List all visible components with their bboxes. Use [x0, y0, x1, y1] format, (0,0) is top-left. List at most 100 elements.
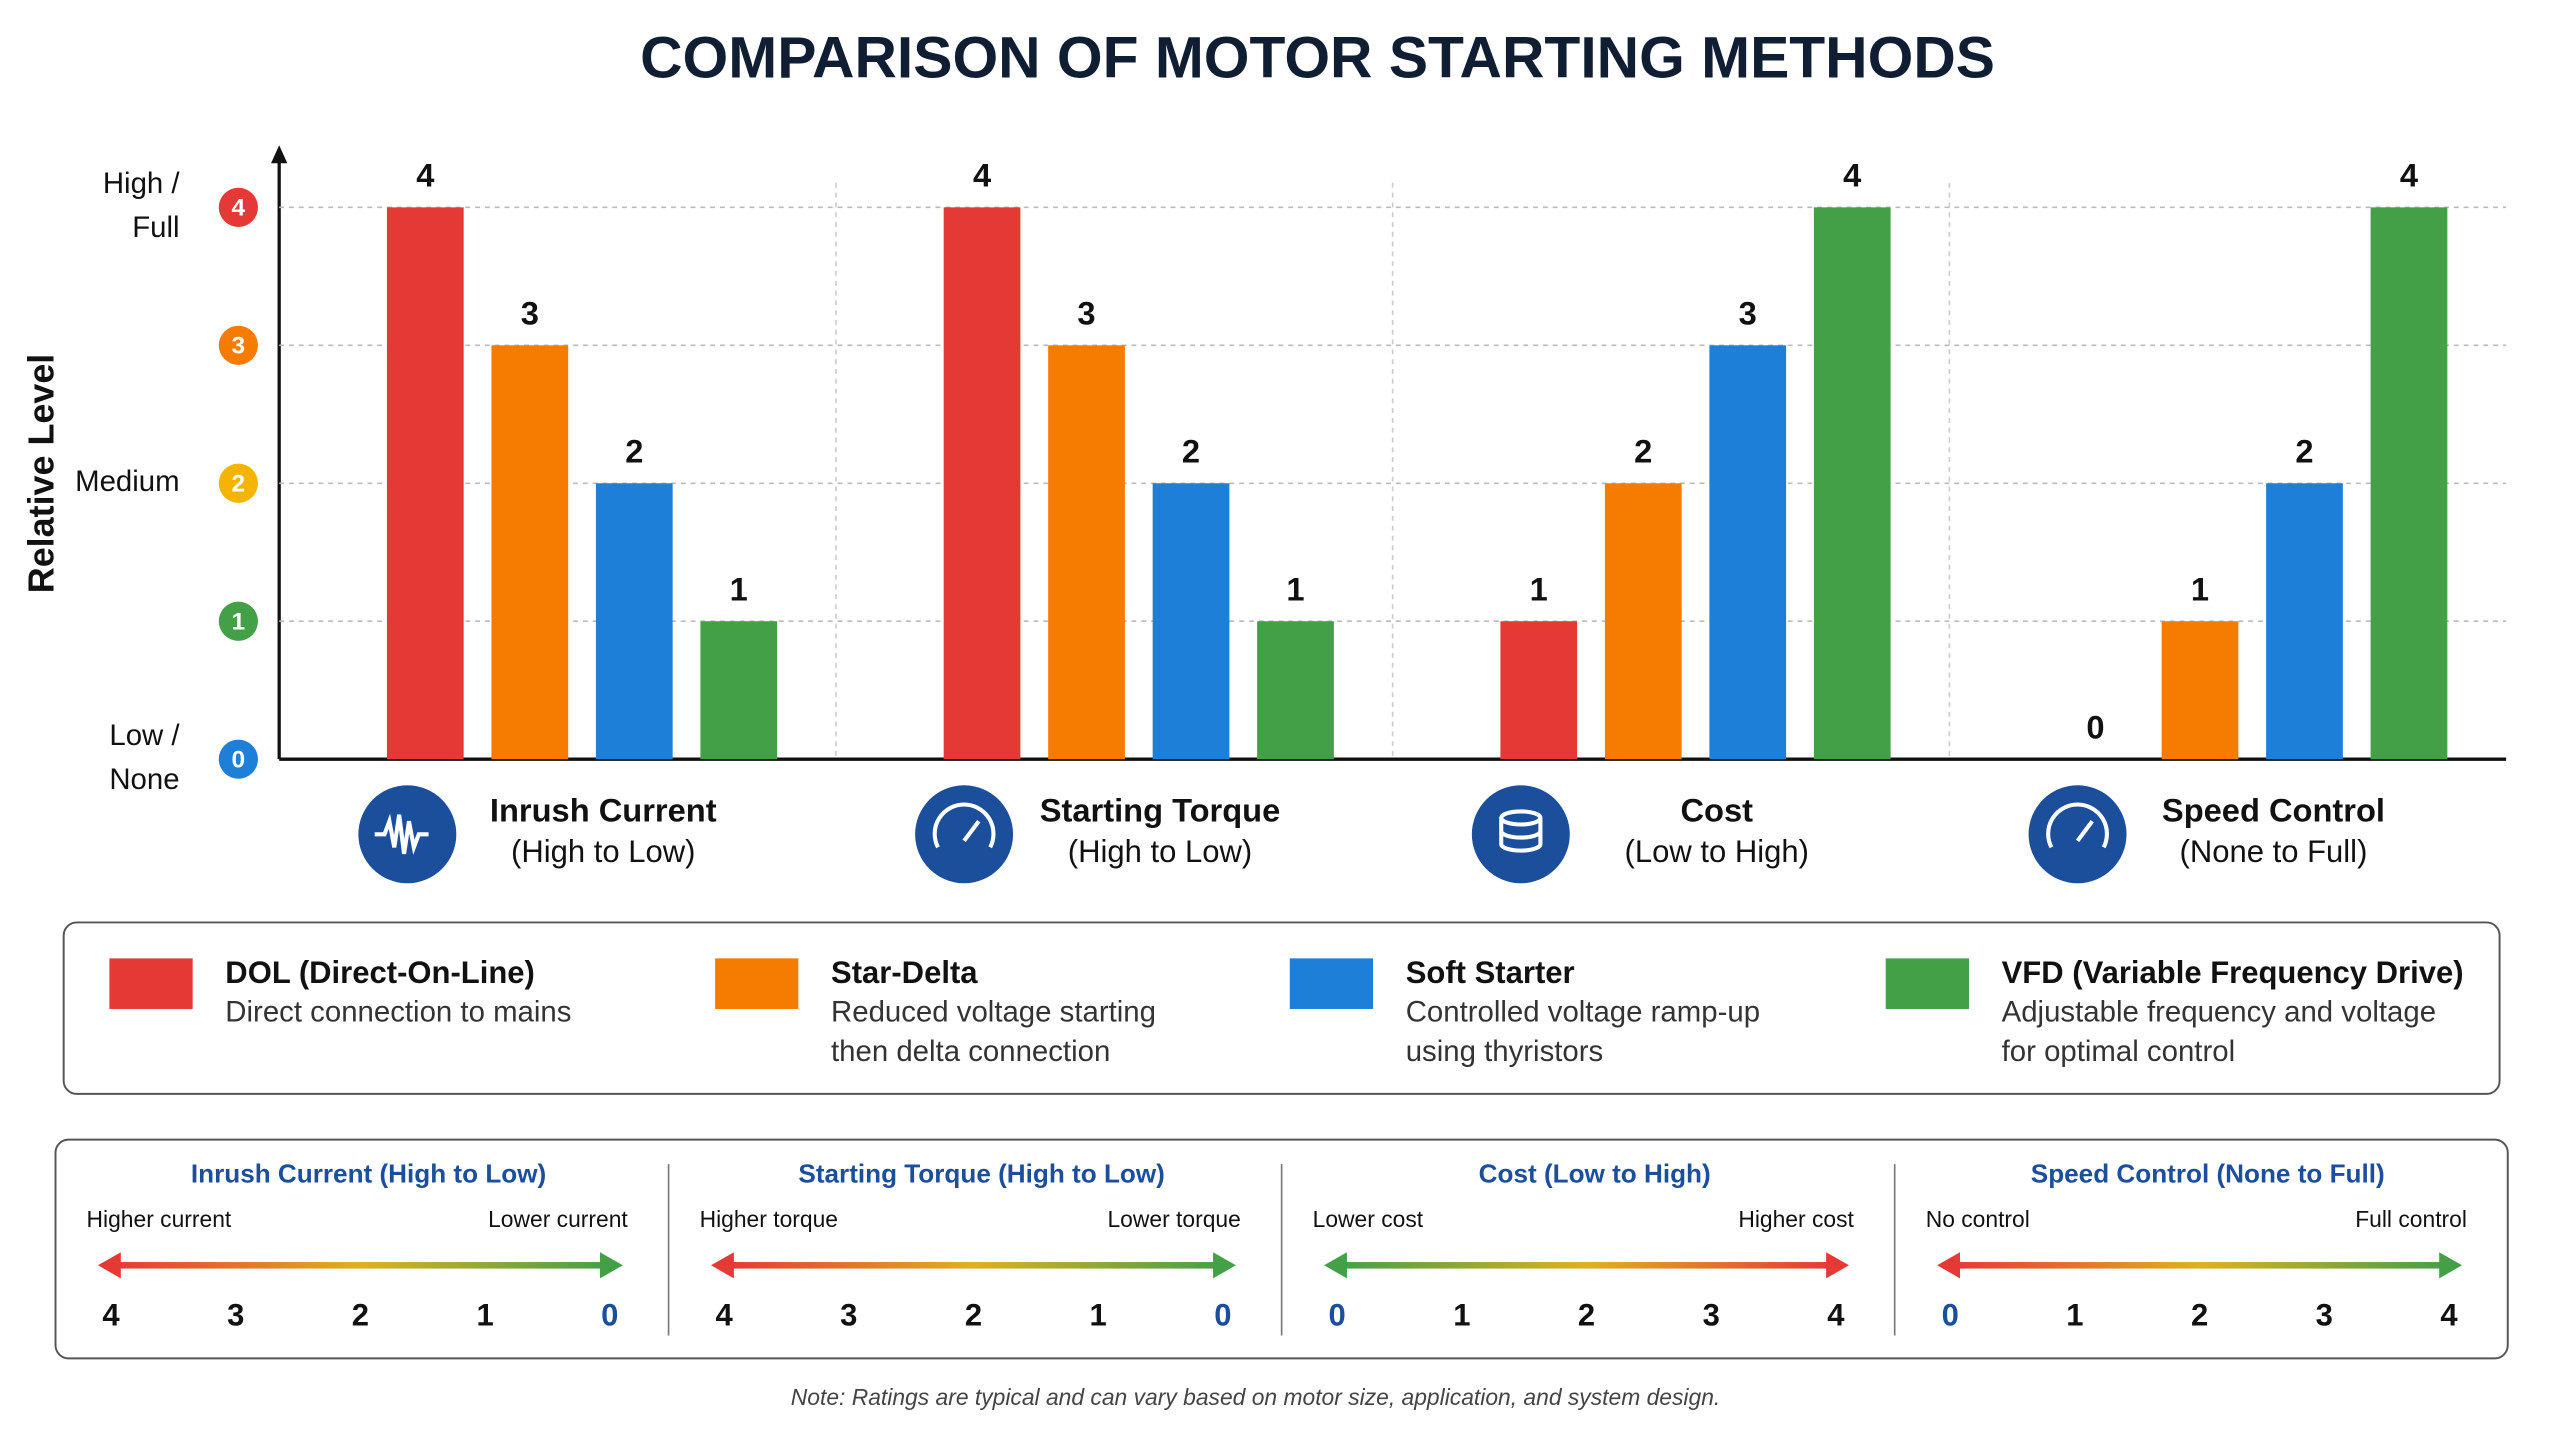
data-label: 4 [416, 157, 434, 194]
scale-tick: 1 [1453, 1298, 1470, 1333]
data-label: 2 [625, 433, 643, 470]
legend-swatch [109, 958, 193, 1009]
scale-arrowhead [711, 1252, 734, 1279]
scale-title: Inrush Current (High to Low) [191, 1158, 546, 1188]
scale-right-label: Higher cost [1738, 1206, 1854, 1232]
legend-description: using thyristors [1406, 1035, 1604, 1068]
data-label: 4 [1843, 157, 1861, 194]
data-label: 1 [1286, 570, 1304, 607]
scale-tick: 0 [1214, 1298, 1231, 1333]
bar [595, 483, 673, 760]
scale-right-label: Lower current [488, 1206, 628, 1232]
scale-tick: 3 [1703, 1298, 1720, 1333]
data-label: 3 [521, 295, 539, 332]
bar [1709, 345, 1787, 760]
scale-right-label: Lower torque [1107, 1206, 1240, 1232]
bar [1813, 207, 1891, 760]
bar [1257, 621, 1334, 760]
category-icon [2028, 785, 2127, 884]
scale-right-label: Full control [2355, 1206, 2467, 1232]
scale-arrowhead [1826, 1252, 1849, 1279]
bar [2266, 483, 2343, 760]
scale-tick: 2 [1578, 1298, 1595, 1333]
scale-left-label: Higher torque [700, 1206, 838, 1232]
category-icon-glyph [1499, 809, 1543, 853]
scale-tick: 3 [227, 1298, 244, 1333]
note: Note: Ratings are typical and can vary b… [791, 1384, 1720, 1410]
level-label: Full [132, 211, 179, 244]
scale-tick: 0 [601, 1298, 618, 1333]
scale-tick: 2 [965, 1298, 982, 1333]
scale-tick: 1 [1090, 1298, 1107, 1333]
scale-tick: 1 [476, 1298, 493, 1333]
level-label: Medium [75, 465, 179, 498]
data-label: 2 [1634, 433, 1652, 470]
legend-label: VFD (Variable Frequency Drive) [2002, 955, 2464, 990]
bar [1604, 483, 1682, 760]
y-tick-badge [218, 601, 258, 641]
bar [943, 207, 1021, 760]
scale-tick: 4 [1827, 1298, 1845, 1333]
scale-tick: 2 [352, 1298, 369, 1333]
scale-tick: 4 [715, 1298, 733, 1333]
legend-description: Direct connection to mains [225, 996, 571, 1029]
legend-description: Reduced voltage starting [831, 996, 1156, 1029]
scale-arrow [1340, 1262, 1833, 1269]
scale-arrowhead [2439, 1252, 2463, 1279]
scale-tick: 4 [2440, 1298, 2458, 1333]
scale-arrowhead [1213, 1252, 1236, 1279]
scale-left-label: Higher current [87, 1206, 232, 1232]
y-tick-badge [218, 187, 258, 227]
scale-left-label: Lower cost [1313, 1206, 1424, 1232]
bar [2370, 207, 2448, 760]
level-label: High / [103, 167, 181, 200]
category-icon-glyph [374, 813, 429, 855]
category-label: Inrush Current [490, 792, 717, 829]
data-label: 2 [1182, 433, 1200, 470]
y-axis-title: Relative Level [21, 354, 62, 594]
legend-label: Star-Delta [831, 955, 978, 990]
legend-swatch [715, 958, 799, 1009]
category-label: Cost [1680, 792, 1753, 829]
scale-arrow [114, 1262, 607, 1269]
scale-title: Starting Torque (High to Low) [798, 1158, 1164, 1188]
scale-title: Cost (Low to High) [1479, 1158, 1711, 1188]
scale-arrowhead [1324, 1252, 1347, 1279]
bar [1500, 621, 1578, 760]
data-label: 1 [1530, 570, 1548, 607]
y-tick-label: 4 [232, 194, 246, 221]
legend-description: then delta connection [831, 1035, 1110, 1068]
data-label: 3 [1077, 295, 1095, 332]
data-label: 4 [973, 157, 991, 194]
legend-label: Soft Starter [1406, 955, 1575, 990]
y-tick-label: 0 [232, 746, 246, 773]
scale-tick: 3 [2316, 1298, 2333, 1333]
scale-title: Speed Control (None to Full) [2031, 1158, 2385, 1188]
bar [491, 345, 569, 760]
chart-title: COMPARISON OF MOTOR STARTING METHODS [640, 26, 1995, 91]
level-label: None [109, 763, 179, 796]
y-tick-badge [218, 463, 258, 503]
scale-arrow [1953, 1262, 2446, 1269]
data-label: 4 [2400, 157, 2418, 194]
level-label: Low / [109, 719, 180, 752]
scale-left-label: No control [1926, 1206, 2030, 1232]
scale-arrowhead [600, 1252, 623, 1279]
category-label: Starting Torque [1040, 792, 1281, 829]
scale-arrow [727, 1262, 1220, 1269]
category-icon-glyph [2046, 802, 2109, 849]
category-note: (High to Low) [1068, 834, 1252, 869]
category-note: (High to Low) [511, 834, 695, 869]
legend-swatch [1885, 958, 1969, 1009]
category-note: (Low to High) [1625, 834, 1809, 869]
bar [1152, 483, 1230, 760]
data-label: 2 [2295, 433, 2313, 470]
scale-tick: 0 [1942, 1298, 1959, 1333]
scale-tick: 1 [2066, 1298, 2083, 1333]
bar [700, 621, 778, 760]
legend-label: DOL (Direct-On-Line) [225, 955, 535, 990]
data-label: 0 [2086, 708, 2104, 745]
category-icon [915, 785, 1014, 884]
